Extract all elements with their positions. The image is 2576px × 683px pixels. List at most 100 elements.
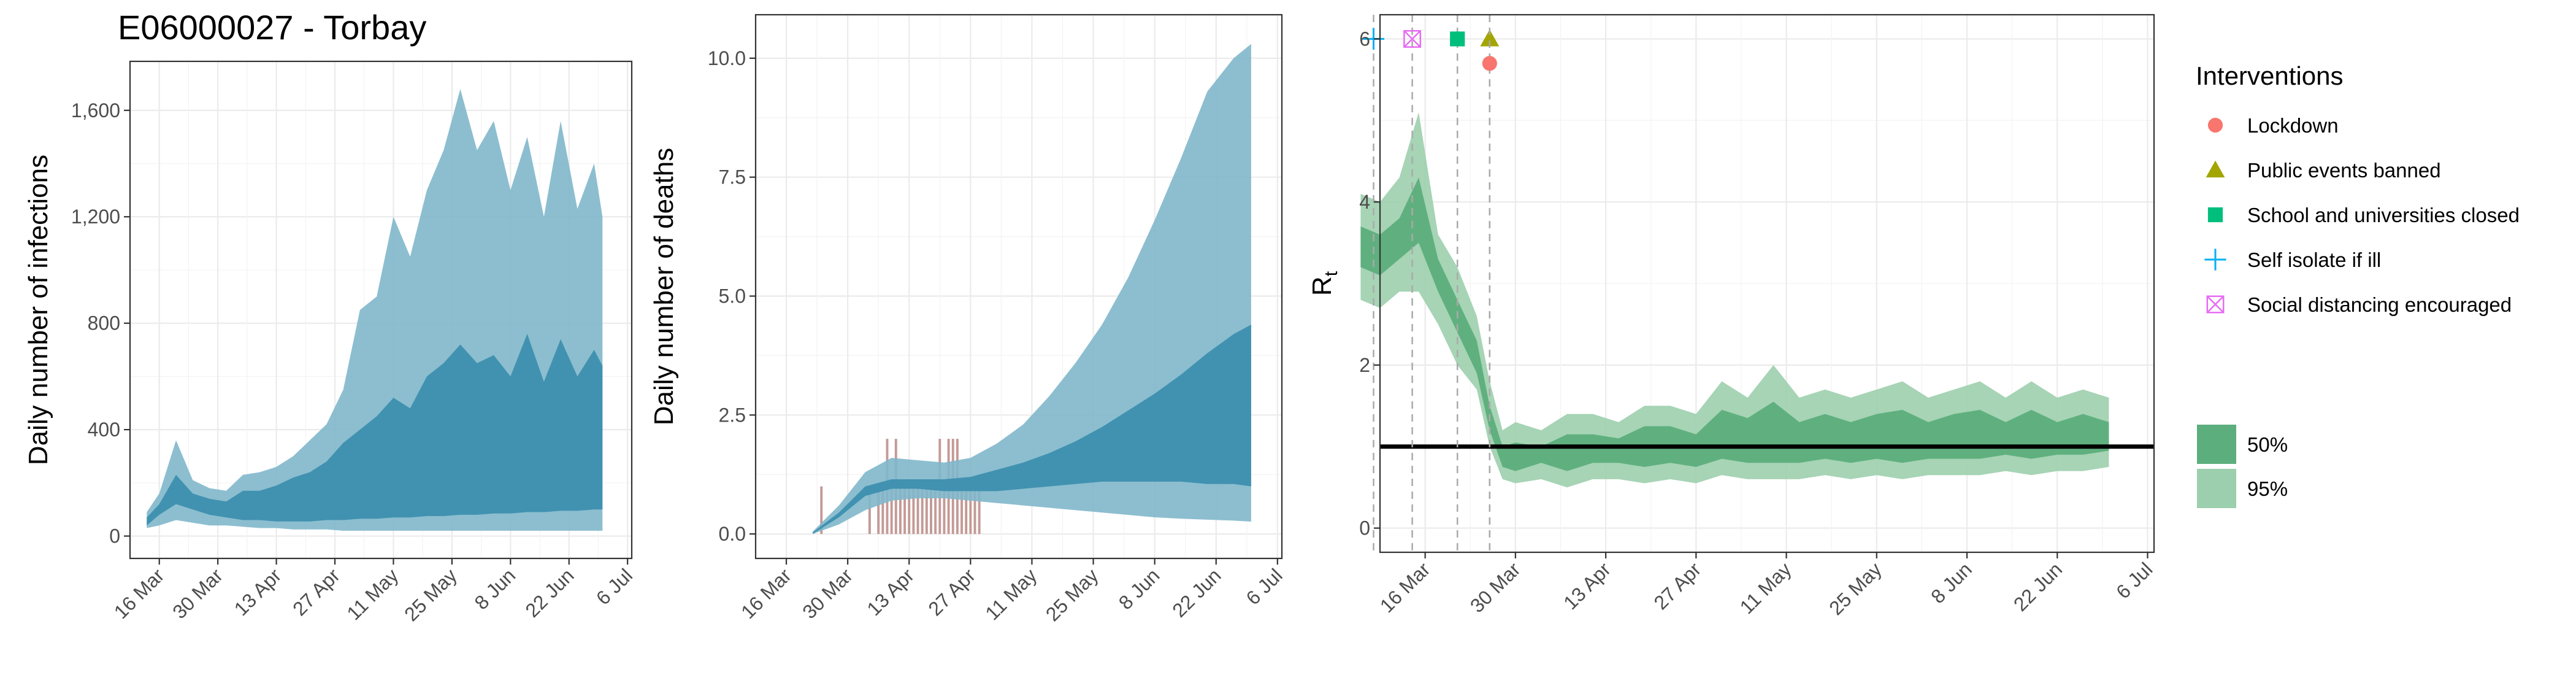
death-bar bbox=[978, 486, 981, 534]
legend-marker-triangle bbox=[2206, 160, 2225, 178]
legend-item-label: Public events banned bbox=[2247, 159, 2441, 182]
x-tick-label: 16 Mar bbox=[1376, 558, 1435, 617]
rt-panel: 0 2 4 6 16 Mar 30 Mar 13 Apr 27 Apr 11 May 25 May… bbox=[1307, 14, 2156, 619]
death-bar bbox=[960, 486, 964, 534]
death-bar bbox=[969, 486, 972, 534]
x-tick-label: 27 Apr bbox=[288, 564, 344, 620]
infections-panel: 0 400 800 1,200 1,600 16 Mar 30 Mar 13 Apr 27 Ap… bbox=[23, 60, 637, 625]
intervention-marker bbox=[1403, 29, 1422, 48]
y-tick-label: 5.0 bbox=[719, 285, 746, 307]
death-bar bbox=[916, 486, 919, 534]
legend-title: Interventions bbox=[2196, 61, 2343, 90]
x-tick-label: 11 May bbox=[981, 564, 1041, 624]
y-tick-label: 0 bbox=[1359, 517, 1370, 539]
x-tick-label: 22 Jun bbox=[521, 564, 578, 621]
legend-interval-label: 95% bbox=[2247, 477, 2288, 500]
panel-border bbox=[129, 60, 633, 560]
x-tick-label: 22 Jun bbox=[1168, 564, 1225, 621]
x-tick-label: 11 May bbox=[1736, 558, 1796, 618]
y-tick-label: 1,600 bbox=[71, 99, 120, 122]
ribbon-50pct bbox=[147, 334, 603, 526]
legend-interventions: Lockdown Public events banned School and u… bbox=[2204, 114, 2520, 316]
legend-swatch bbox=[2197, 425, 2236, 464]
y-axis-label: Daily number of deaths bbox=[649, 148, 679, 425]
legend-intervals: 50% 95% bbox=[2197, 425, 2288, 508]
panel-border bbox=[754, 14, 1283, 560]
intervention-marker bbox=[1362, 28, 1385, 50]
death-bar bbox=[899, 486, 902, 534]
y-tick-label: 0.0 bbox=[719, 523, 746, 545]
chart-title: E06000027 - Torbay bbox=[118, 8, 426, 47]
legend-item-label: Self isolate if ill bbox=[2247, 249, 2381, 271]
y-tick-label: 1,200 bbox=[71, 206, 120, 228]
death-bar bbox=[903, 486, 907, 534]
x-tick-label: 22 Jun bbox=[2009, 558, 2066, 615]
x-tick-label: 27 Apr bbox=[924, 564, 979, 620]
y-tick-label: 2 bbox=[1359, 354, 1370, 376]
legend-item-label: Social distancing encouraged bbox=[2247, 293, 2512, 316]
x-tick-label: 16 Mar bbox=[737, 564, 795, 623]
x-tick-label: 25 May bbox=[1825, 558, 1886, 619]
legend-item-label: School and universities closed bbox=[2247, 204, 2520, 226]
x-tick-label: 25 May bbox=[1041, 564, 1103, 625]
death-bar bbox=[930, 486, 932, 534]
y-tick-label: 0 bbox=[109, 525, 120, 547]
y-tick-label: 2.5 bbox=[719, 404, 746, 426]
death-bar bbox=[921, 486, 924, 534]
x-tick-label: 8 Jun bbox=[470, 564, 519, 614]
x-tick-label: 6 Jul bbox=[1242, 564, 1287, 609]
death-bar bbox=[890, 486, 893, 534]
y-tick-label: 800 bbox=[88, 312, 120, 334]
x-tick-label: 13 Apr bbox=[1559, 558, 1615, 614]
legend: Interventions Lockdown Public events bann… bbox=[2196, 61, 2520, 508]
x-tick-label: 8 Jun bbox=[1114, 564, 1164, 614]
x-tick-label: 6 Jul bbox=[2112, 558, 2156, 603]
intervention-marker bbox=[1450, 31, 1465, 47]
death-bar bbox=[877, 486, 880, 534]
x-tick-label: 13 Apr bbox=[230, 564, 286, 620]
y-tick-label: 10.0 bbox=[708, 47, 746, 69]
intervention-marker bbox=[1482, 56, 1497, 71]
panel-border bbox=[1379, 14, 2155, 554]
legend-item-label: Lockdown bbox=[2247, 114, 2339, 137]
x-tick-label: 27 Apr bbox=[1649, 558, 1705, 614]
y-tick-label: 6 bbox=[1359, 28, 1370, 50]
y-axis-label: Rt bbox=[1307, 271, 1341, 296]
death-bar bbox=[943, 486, 946, 534]
ribbon-50pct bbox=[1360, 177, 2109, 471]
death-bar bbox=[973, 486, 976, 534]
x-tick-label: 30 Mar bbox=[168, 564, 227, 623]
death-bar bbox=[934, 486, 937, 534]
intervention-markers bbox=[1362, 15, 1500, 552]
deaths-panel: 0.0 2.5 5.0 7.5 10.0 16 Mar 30 Mar 13 Apr 27 Apr… bbox=[649, 14, 1287, 625]
death-bar bbox=[925, 486, 928, 534]
death-bar bbox=[965, 486, 968, 534]
death-bar bbox=[820, 486, 823, 534]
x-tick-label: 25 May bbox=[400, 564, 461, 625]
legend-interval-label: 50% bbox=[2247, 433, 2288, 456]
y-tick-label: 400 bbox=[88, 419, 120, 441]
legend-marker-square bbox=[2207, 207, 2223, 223]
x-tick-label: 30 Mar bbox=[1466, 558, 1525, 617]
y-tick-label: 4 bbox=[1359, 191, 1370, 213]
y-tick-label: 7.5 bbox=[719, 166, 746, 188]
intervention-marker bbox=[1480, 29, 1500, 47]
x-tick-label: 6 Jul bbox=[592, 564, 637, 609]
legend-marker-boxed-x bbox=[2206, 295, 2225, 314]
x-tick-label: 11 May bbox=[342, 564, 402, 624]
x-tick-label: 16 Mar bbox=[110, 564, 169, 623]
x-tick-label: 8 Jun bbox=[1926, 558, 1976, 608]
y-axis-label-subscript: t bbox=[1321, 271, 1341, 276]
ribbon-95pct bbox=[1360, 112, 2109, 488]
death-bar bbox=[912, 486, 915, 534]
death-bar bbox=[881, 486, 884, 534]
y-axis-label: Daily number of infections bbox=[23, 155, 53, 465]
legend-marker-circle bbox=[2207, 117, 2223, 133]
death-bar bbox=[868, 486, 871, 534]
legend-swatch bbox=[2197, 469, 2236, 508]
x-tick-label: 30 Mar bbox=[798, 564, 857, 623]
legend-marker-plus bbox=[2204, 249, 2226, 271]
x-tick-label: 13 Apr bbox=[862, 564, 918, 620]
ribbon-50pct bbox=[813, 325, 1251, 534]
